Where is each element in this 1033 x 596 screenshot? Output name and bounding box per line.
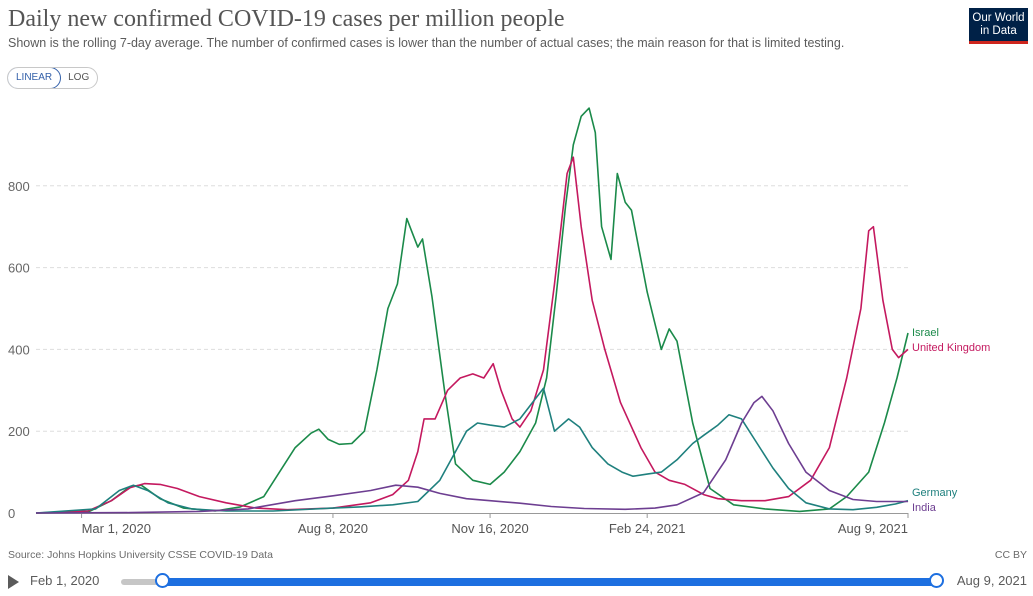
series-line-israel xyxy=(35,107,909,514)
series-line-united-kingdom xyxy=(35,156,909,514)
y-tick-label-200: 200 xyxy=(8,424,30,439)
x-tick-label-3: Feb 24, 2021 xyxy=(609,521,686,536)
timeline-start-label: Feb 1, 2020 xyxy=(30,573,100,588)
logo-line-2: in Data xyxy=(980,25,1017,37)
x-tick-label-1: Aug 8, 2020 xyxy=(298,521,368,536)
series-line-germany xyxy=(35,387,909,514)
chart-title: Daily new confirmed COVID-19 cases per m… xyxy=(8,6,565,32)
scale-toggle: LINEAR LOG xyxy=(7,67,99,89)
x-tick-label-4: Aug 9, 2021 xyxy=(838,521,908,536)
log-scale-button[interactable]: LOG xyxy=(68,72,90,83)
series-label-india: India xyxy=(912,502,937,514)
our-world-in-data-logo[interactable]: Our World in Data xyxy=(969,8,1028,44)
x-tick-label-0: Mar 1, 2020 xyxy=(82,521,151,536)
chart-subtitle: Shown is the rolling 7-day average. The … xyxy=(8,36,845,50)
y-tick-label-0: 0 xyxy=(8,506,15,521)
series-lines xyxy=(35,107,909,514)
y-tick-label-600: 600 xyxy=(8,261,30,276)
linear-scale-button[interactable]: LINEAR xyxy=(8,68,62,88)
logo-line-1: Our World xyxy=(972,12,1025,24)
y-axis-tick-labels: 0 200 400 600 800 xyxy=(8,179,30,521)
timeline-start-handle[interactable] xyxy=(155,573,170,588)
x-tick-label-2: Nov 16, 2020 xyxy=(451,521,528,536)
timeline-selected-range xyxy=(162,578,937,586)
play-icon[interactable] xyxy=(8,575,19,589)
y-tick-label-800: 800 xyxy=(8,179,30,194)
x-axis: Mar 1, 2020 Aug 8, 2020 Nov 16, 2020 Feb 24… xyxy=(36,513,909,536)
source-note[interactable]: Source: Johns Hopkins University CSSE CO… xyxy=(8,549,273,561)
series-line-india xyxy=(35,395,908,514)
series-labels: Israel United Kingdom Germany India xyxy=(912,327,990,514)
y-tick-label-400: 400 xyxy=(8,342,30,357)
grid-lines xyxy=(36,185,908,432)
timeline-end-label: Aug 9, 2021 xyxy=(956,573,1027,588)
series-label-israel: Israel xyxy=(912,327,939,339)
timeline-slider: Feb 1, 2020 Aug 9, 2021 xyxy=(0,568,1033,596)
series-label-germany: Germany xyxy=(912,487,958,499)
license-label[interactable]: CC BY xyxy=(994,549,1027,561)
timeline-end-handle[interactable] xyxy=(929,573,944,588)
series-label-united-kingdom: United Kingdom xyxy=(912,342,990,354)
